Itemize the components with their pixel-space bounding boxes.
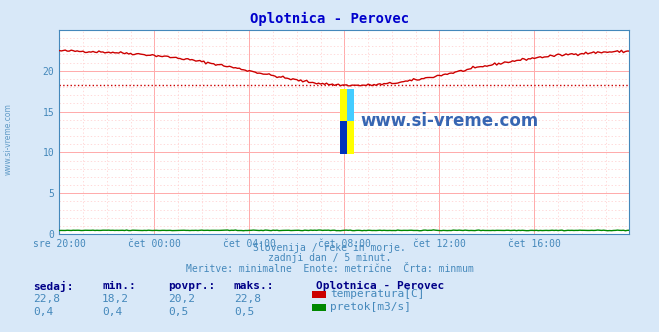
Text: sedaj:: sedaj:: [33, 281, 73, 291]
Text: temperatura[C]: temperatura[C]: [330, 289, 424, 299]
Text: Oplotnica - Perovec: Oplotnica - Perovec: [316, 281, 445, 290]
Text: www.si-vreme.com: www.si-vreme.com: [360, 112, 538, 130]
Text: povpr.:: povpr.:: [168, 281, 215, 290]
Text: 22,8: 22,8: [234, 294, 261, 304]
Text: Slovenija / reke in morje.: Slovenija / reke in morje.: [253, 243, 406, 253]
Text: 0,5: 0,5: [234, 307, 254, 317]
Text: zadnji dan / 5 minut.: zadnji dan / 5 minut.: [268, 253, 391, 263]
Text: 0,4: 0,4: [33, 307, 53, 317]
Text: pretok[m3/s]: pretok[m3/s]: [330, 302, 411, 312]
Text: 0,4: 0,4: [102, 307, 123, 317]
Bar: [347, 89, 355, 122]
Text: Oplotnica - Perovec: Oplotnica - Perovec: [250, 12, 409, 26]
Text: 20,2: 20,2: [168, 294, 195, 304]
Text: 22,8: 22,8: [33, 294, 60, 304]
Text: Meritve: minimalne  Enote: metrične  Črta: minmum: Meritve: minimalne Enote: metrične Črta:…: [186, 264, 473, 274]
Bar: [340, 89, 355, 154]
Text: min.:: min.:: [102, 281, 136, 290]
Text: 18,2: 18,2: [102, 294, 129, 304]
Text: 0,5: 0,5: [168, 307, 188, 317]
Bar: [340, 122, 347, 154]
Text: maks.:: maks.:: [234, 281, 274, 290]
Text: www.si-vreme.com: www.si-vreme.com: [3, 104, 13, 175]
